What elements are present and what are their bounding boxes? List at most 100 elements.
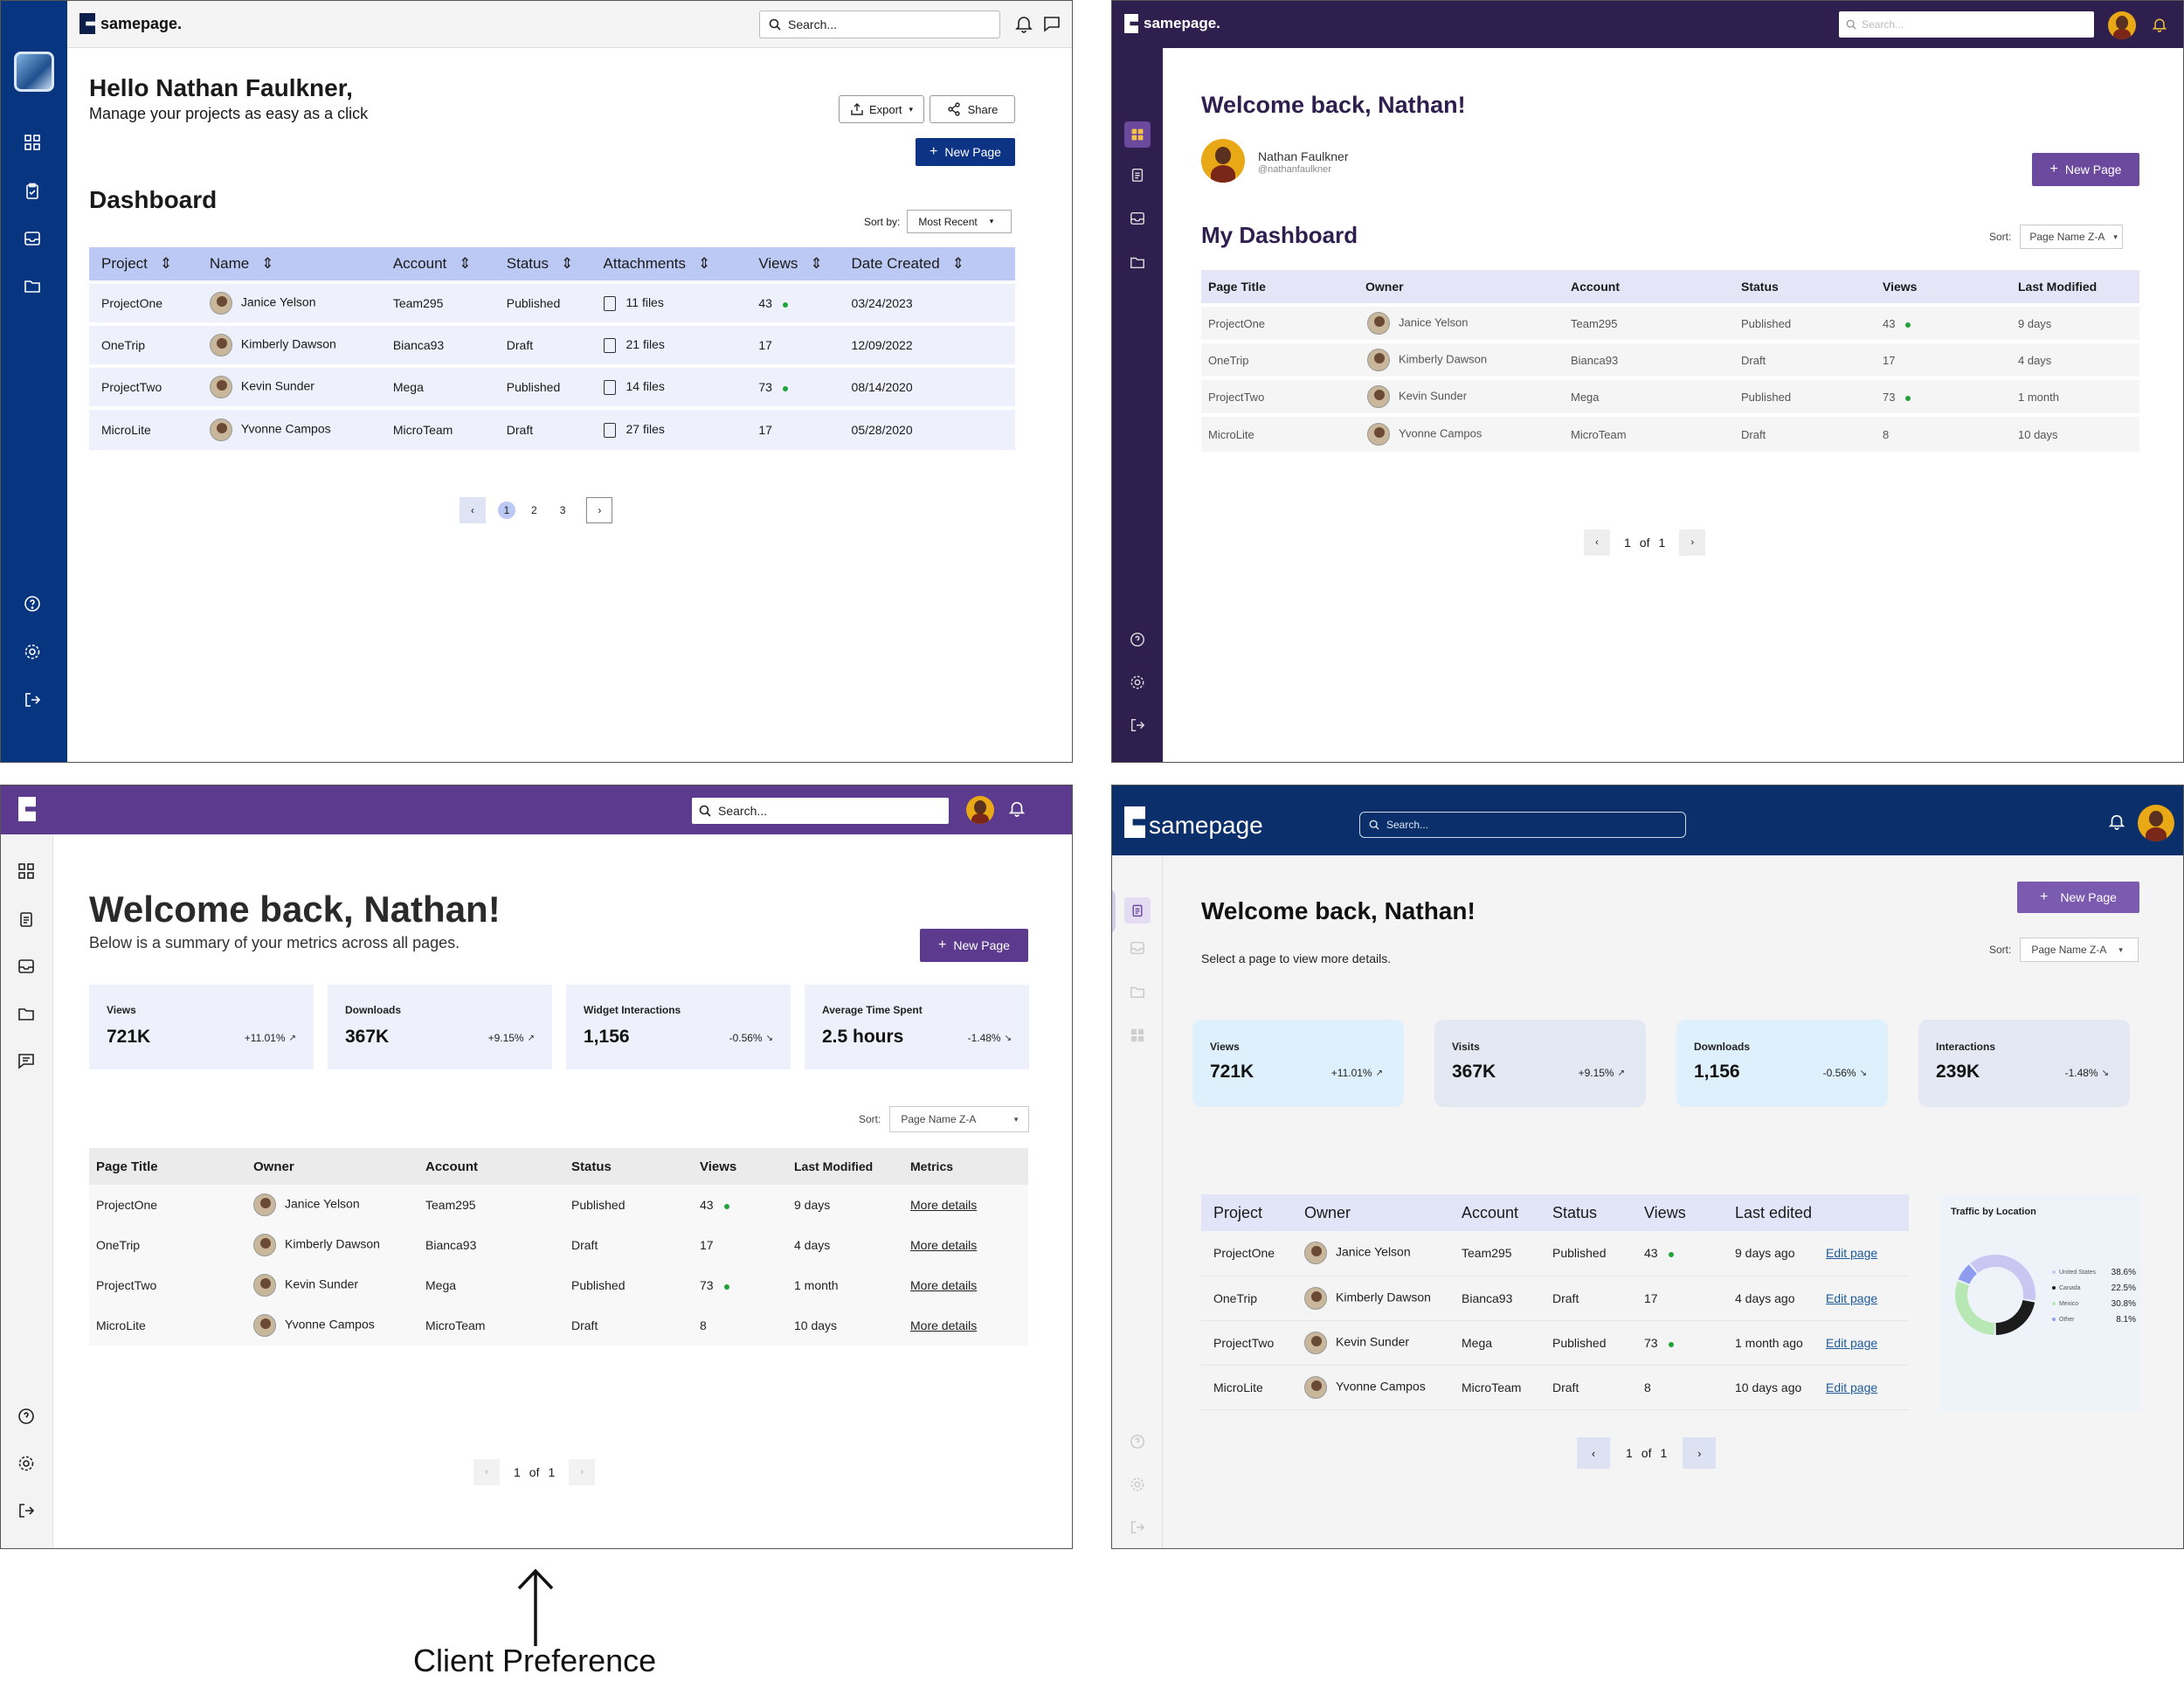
more-details-link[interactable]: More details <box>910 1238 978 1252</box>
table-row[interactable]: ProjectOne Janice Yelson Team295 Published 1… <box>89 282 1015 324</box>
col-project[interactable]: Project <box>1213 1203 1263 1221</box>
page-3[interactable]: 3 <box>559 504 566 516</box>
prev-page-button[interactable]: ‹ <box>473 1459 500 1485</box>
avatar[interactable] <box>966 796 994 824</box>
col-status[interactable]: Status <box>571 1159 612 1174</box>
table-row[interactable]: ProjectTwo Kevin Sunder Mega Published 73 1 m… <box>89 1265 1028 1305</box>
export-button[interactable]: Export ▾ <box>839 95 924 123</box>
logout-icon[interactable] <box>24 691 41 709</box>
gear-icon[interactable] <box>17 1455 35 1472</box>
folder-icon[interactable] <box>1130 984 1151 1000</box>
attachments-cell[interactable]: 27 files <box>603 408 759 450</box>
help-icon[interactable] <box>24 595 41 612</box>
col-status[interactable]: Status <box>1741 280 1779 294</box>
chat-icon[interactable] <box>1042 14 1061 33</box>
clipboard-icon[interactable] <box>1130 167 1151 183</box>
inbox-icon[interactable] <box>1130 211 1151 226</box>
table-row[interactable]: OneTrip Kimberly Dawson Bianca93 Draft 17 4 d… <box>89 1225 1028 1265</box>
folder-icon[interactable] <box>17 1005 35 1022</box>
grid-icon[interactable] <box>1130 1027 1151 1043</box>
col-status[interactable]: Status <box>1552 1203 1598 1221</box>
help-icon[interactable] <box>1130 1434 1145 1449</box>
table-row[interactable]: OneTrip Kimberly Dawson Bianca93 Draft 17 4 d… <box>1201 342 2139 378</box>
col-name[interactable]: Name ⇕ <box>209 254 274 273</box>
col-owner[interactable]: Owner <box>253 1159 294 1174</box>
inbox-icon[interactable] <box>17 958 35 975</box>
share-button[interactable]: Share <box>930 95 1015 123</box>
help-icon[interactable] <box>17 1408 35 1425</box>
col-account[interactable]: Account ⇕ <box>392 254 472 273</box>
logout-icon[interactable] <box>1130 1519 1145 1535</box>
help-icon[interactable] <box>1130 632 1145 647</box>
col-last-edited[interactable]: Last edited <box>1735 1203 1813 1221</box>
col-account[interactable]: Account <box>425 1159 478 1174</box>
new-page-button[interactable]: + New Page <box>2032 153 2139 186</box>
avatar[interactable] <box>2108 11 2136 39</box>
edit-page-link[interactable]: Edit page <box>1826 1290 1878 1305</box>
prev-page-button[interactable]: ‹ <box>1584 529 1610 556</box>
col-views[interactable]: Views ⇕ <box>758 254 823 273</box>
page-1[interactable]: 1 <box>498 502 515 519</box>
attachments-cell[interactable]: 14 files <box>603 366 759 408</box>
sort-select[interactable]: Page Name Z-A ▾ <box>2020 225 2124 249</box>
col-views[interactable]: Views <box>700 1159 737 1174</box>
edit-page-link[interactable]: Edit page <box>1826 1335 1878 1350</box>
grid-icon[interactable] <box>24 134 41 151</box>
col-date[interactable]: Date Created ⇕ <box>851 254 964 273</box>
search-box[interactable]: Search... <box>759 10 1000 38</box>
avatar[interactable] <box>2138 805 2174 841</box>
col-last-modified[interactable]: Last Modified <box>2018 280 2098 294</box>
new-page-button[interactable]: + New Page <box>2017 882 2139 913</box>
table-row[interactable]: MicroLite Yvonne Campos MicroTeam Draft 8 10 … <box>1201 415 2139 452</box>
table-row[interactable]: OneTrip Kimberly Dawson Bianca93 Draft 21 fi… <box>89 324 1015 366</box>
search-box[interactable]: Search... <box>1839 11 2094 38</box>
nav-dashboard-active[interactable] <box>1124 121 1151 148</box>
sort-select[interactable]: Page Name Z-A ▾ <box>2020 937 2139 962</box>
logout-icon[interactable] <box>1130 717 1145 733</box>
attachments-cell[interactable]: 11 files <box>603 282 759 324</box>
next-page-button[interactable]: › <box>569 1459 596 1485</box>
logo[interactable]: samepage. <box>1124 14 1220 33</box>
gear-icon[interactable] <box>1130 675 1145 690</box>
col-account[interactable]: Account <box>1462 1203 1519 1221</box>
table-row[interactable]: ProjectTwo Kevin Sunder Mega Published 73 1 m… <box>1201 378 2139 415</box>
table-row[interactable]: OneTrip Kimberly Dawson Bianca93 Draft 17 4 d… <box>1201 1276 1909 1320</box>
grid-icon[interactable] <box>17 862 35 880</box>
clipboard-icon[interactable] <box>17 910 35 928</box>
col-page-title[interactable]: Page Title <box>96 1159 158 1174</box>
more-details-link[interactable]: More details <box>910 1318 978 1332</box>
col-last-modified[interactable]: Last Modified <box>794 1159 874 1173</box>
edit-page-link[interactable]: Edit page <box>1826 1246 1878 1261</box>
logout-icon[interactable] <box>17 1502 35 1519</box>
next-page-button[interactable]: › <box>586 497 613 523</box>
logo[interactable]: samepage <box>1124 805 1263 840</box>
new-page-button[interactable]: + New Page <box>916 138 1015 166</box>
gear-icon[interactable] <box>1130 1477 1145 1492</box>
nav-pages-active[interactable] <box>1124 897 1151 924</box>
col-page-title[interactable]: Page Title <box>1208 280 1266 294</box>
col-views[interactable]: Views <box>1644 1203 1686 1221</box>
bell-icon[interactable] <box>2152 16 2167 33</box>
table-row[interactable]: ProjectOne Janice Yelson Team295 Published 4… <box>89 1185 1028 1225</box>
col-owner[interactable]: Owner <box>1304 1203 1351 1221</box>
bell-icon[interactable] <box>1008 799 1026 818</box>
bell-icon[interactable] <box>1014 14 1033 33</box>
col-project[interactable]: Project ⇕ <box>101 254 173 273</box>
inbox-icon[interactable] <box>1130 940 1151 956</box>
message-icon[interactable] <box>17 1052 35 1069</box>
table-row[interactable]: MicroLite Yvonne Campos MicroTeam Draft 8 10 … <box>1201 1365 1909 1409</box>
col-owner[interactable]: Owner <box>1365 280 1404 294</box>
table-row[interactable]: ProjectOne Janice Yelson Team295 Published 4… <box>1201 1231 1909 1276</box>
folder-icon[interactable] <box>1130 254 1151 270</box>
search-box[interactable]: Search... <box>692 798 949 824</box>
more-details-link[interactable]: More details <box>910 1198 978 1212</box>
table-row[interactable]: MicroLite Yvonne Campos MicroTeam Draft 8 10 … <box>89 1305 1028 1346</box>
col-account[interactable]: Account <box>1571 280 1620 294</box>
next-page-button[interactable]: › <box>1683 1437 1717 1469</box>
bell-icon[interactable] <box>2108 812 2125 831</box>
edit-page-link[interactable]: Edit page <box>1826 1380 1878 1394</box>
table-row[interactable]: MicroLite Yvonne Campos MicroTeam Draft 27 f… <box>89 408 1015 450</box>
search-box[interactable]: Search... <box>1359 812 1686 838</box>
logo[interactable]: samepage. <box>79 13 182 34</box>
inbox-icon[interactable] <box>24 230 41 247</box>
